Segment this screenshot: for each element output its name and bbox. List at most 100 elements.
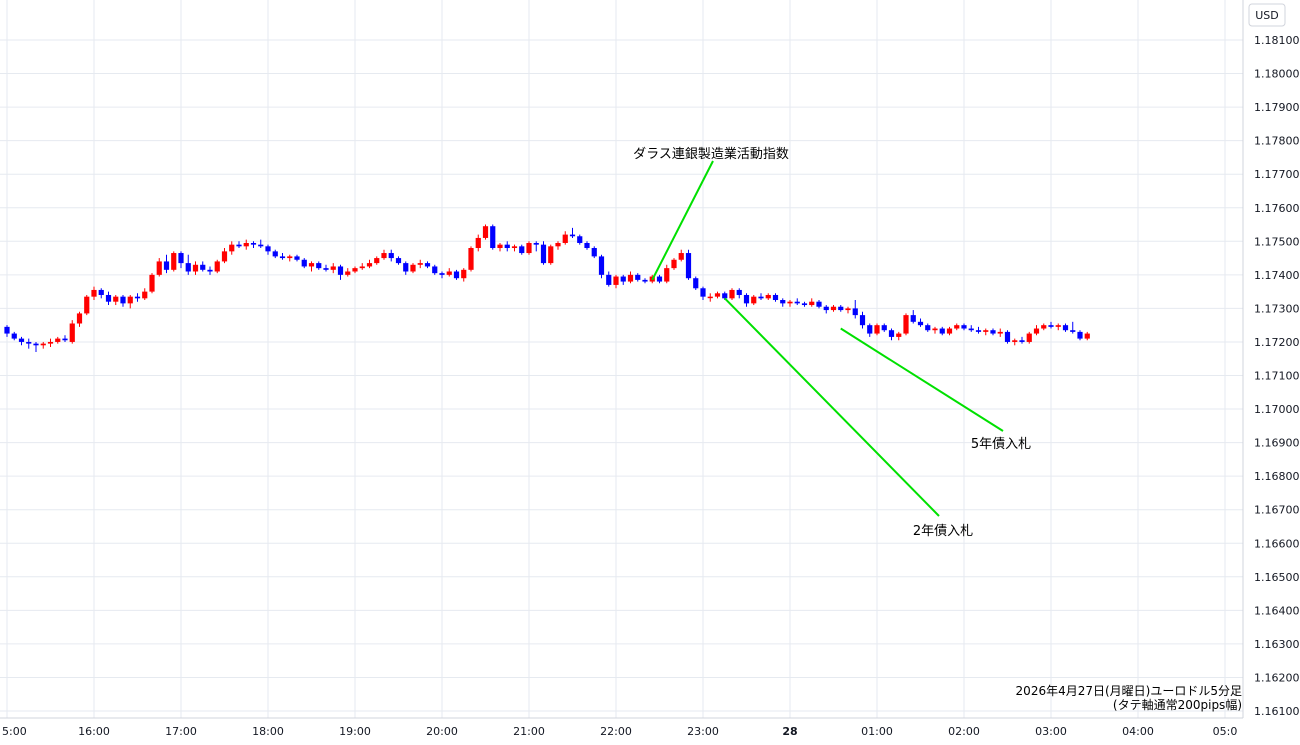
candle — [533, 241, 539, 252]
candle — [780, 298, 786, 307]
candle — [569, 227, 576, 238]
y-tick-label: 1.16100 — [1254, 705, 1300, 718]
candle — [84, 294, 90, 316]
candle — [410, 263, 416, 274]
candle — [1055, 323, 1061, 331]
candle — [787, 300, 793, 307]
candle — [845, 306, 851, 314]
candle — [910, 310, 916, 324]
candle-body — [939, 328, 945, 334]
candle-body — [881, 325, 887, 331]
candle-body — [120, 296, 126, 304]
candle — [395, 256, 402, 265]
candle-body — [308, 263, 315, 267]
x-tick-label: 04:00 — [1122, 725, 1154, 738]
candle — [417, 259, 423, 269]
caption-line-1: 2026年4月27日(月曜日)ユーロドル5分足 — [1015, 684, 1242, 698]
candle-body — [859, 315, 866, 326]
candle-body — [954, 325, 960, 329]
candle-body — [207, 269, 213, 272]
y-tick-label: 1.17400 — [1254, 269, 1300, 282]
y-tick-label: 1.17200 — [1254, 336, 1300, 349]
candle-body — [562, 234, 568, 243]
candle-body — [1033, 328, 1040, 334]
candle — [142, 288, 148, 301]
candle — [606, 271, 612, 287]
y-tick-label: 1.16500 — [1254, 571, 1300, 584]
candle — [490, 224, 496, 250]
candle-body — [961, 325, 967, 329]
candle — [678, 249, 684, 262]
x-tick-label: 16:00 — [78, 725, 110, 738]
candle — [562, 231, 568, 245]
candle — [171, 251, 177, 272]
candle — [548, 244, 554, 265]
candle-body — [424, 263, 431, 267]
annotation-line — [651, 160, 714, 281]
candle-body — [1012, 340, 1018, 342]
candle — [120, 294, 126, 307]
candle — [178, 251, 184, 269]
candle — [403, 261, 409, 275]
candle-body — [903, 315, 909, 334]
candle — [207, 266, 213, 275]
candle — [627, 271, 634, 284]
y-tick-label: 1.17600 — [1254, 202, 1300, 215]
candle — [113, 294, 119, 306]
candle — [323, 264, 329, 272]
candle — [134, 293, 141, 302]
candle-body — [1019, 340, 1025, 342]
candle-body — [598, 256, 605, 275]
candle — [1048, 321, 1054, 329]
x-tick-label: 02:00 — [948, 725, 980, 738]
candle — [584, 241, 590, 250]
candle — [236, 241, 242, 249]
candle-body — [917, 321, 924, 326]
candle — [700, 286, 706, 301]
candle-body — [432, 266, 438, 274]
x-tick-label: 18:00 — [252, 725, 284, 738]
candle — [714, 291, 721, 299]
candle-body — [1055, 325, 1061, 327]
candle-body — [214, 261, 220, 272]
candle — [540, 241, 547, 265]
x-tick-label: 5:00 — [2, 725, 27, 738]
candle-body — [729, 289, 735, 299]
y-tick-label: 1.18000 — [1254, 68, 1300, 81]
candle-body — [765, 294, 771, 299]
candle-body — [475, 237, 481, 249]
candle — [453, 269, 460, 280]
candle — [693, 276, 699, 290]
candle — [946, 326, 953, 336]
candle — [823, 305, 829, 314]
candle — [511, 244, 518, 252]
y-tick-label: 1.18100 — [1254, 34, 1300, 47]
candle-body — [1048, 325, 1054, 327]
candle — [707, 293, 713, 302]
annotation-label: 5年債入札 — [971, 437, 1031, 452]
candle-body — [287, 256, 293, 259]
candle — [983, 328, 989, 336]
y-tick-label: 1.16400 — [1254, 604, 1300, 617]
candle-body — [845, 308, 851, 311]
candle — [316, 261, 322, 270]
y-tick-label: 1.17800 — [1254, 135, 1300, 148]
candle — [497, 242, 503, 252]
candle — [250, 241, 257, 249]
candle-body — [55, 338, 61, 342]
candle — [149, 273, 155, 294]
candle — [308, 261, 315, 272]
candle — [613, 274, 619, 289]
candle-body — [105, 294, 112, 302]
candle — [200, 261, 206, 272]
candle-body — [134, 296, 141, 299]
candle-body — [84, 296, 90, 314]
candle-body — [1062, 325, 1069, 331]
candle-body — [584, 242, 590, 249]
candle-body — [896, 333, 902, 337]
candle-body — [337, 266, 344, 275]
candle-body — [352, 268, 358, 272]
candle-body — [620, 276, 626, 282]
candle-body — [787, 301, 793, 304]
